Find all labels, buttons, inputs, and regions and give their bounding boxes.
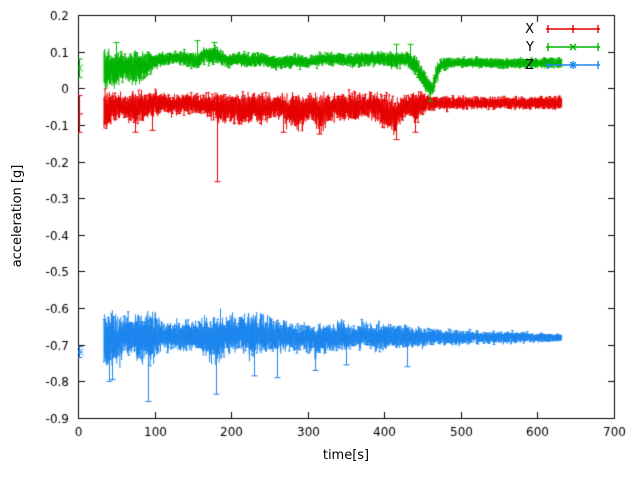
legend-label: Y (526, 39, 534, 55)
legend-entry-X: X (525, 20, 602, 38)
y-axis-label: acceleration [g] (10, 164, 25, 268)
legend-sample-line (546, 61, 600, 69)
legend-entry-Y: Y (525, 38, 602, 56)
legend-sample-line (546, 25, 600, 33)
legend-entry-Z: Z (525, 56, 602, 74)
legend-sample-line (546, 43, 600, 51)
legend-label: Z (525, 57, 534, 73)
x-axis-label: time[s] (322, 448, 370, 463)
legend-label: X (525, 21, 534, 37)
